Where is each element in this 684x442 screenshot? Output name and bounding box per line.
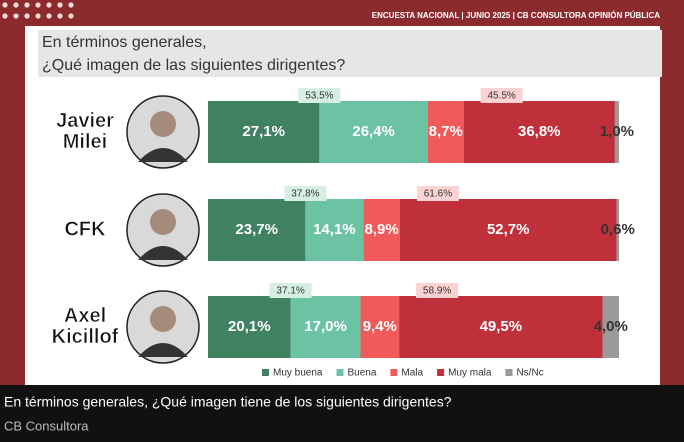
- bar-segment: [360, 296, 400, 358]
- annotation: 45.5%: [487, 91, 515, 102]
- value-label: 4,0%: [594, 318, 628, 335]
- avatar-body: [138, 148, 188, 162]
- annotation-box: [284, 186, 327, 201]
- annotation-box: [298, 88, 341, 103]
- annotation-box: [416, 283, 459, 298]
- legend-label: Muy mala: [448, 368, 492, 379]
- legend-label: Buena: [347, 368, 376, 379]
- value-label: 1,0%: [600, 123, 634, 140]
- bar-segment: [208, 199, 306, 261]
- avatar-body: [138, 246, 188, 260]
- value-label: 26,4%: [352, 123, 395, 140]
- chart-title: En términos generales,: [42, 34, 207, 51]
- value-label: 23,7%: [235, 221, 278, 238]
- title-box: [38, 30, 662, 77]
- caption: En términos generales, ¿Qué imagen tiene…: [4, 394, 452, 410]
- category-label: Axel: [64, 305, 106, 327]
- annotation: 37.1%: [276, 286, 304, 297]
- legend-swatch: [437, 369, 445, 376]
- value-label: 49,5%: [480, 318, 523, 335]
- value-label: 9,4%: [363, 318, 397, 335]
- value-label: 0,6%: [601, 221, 635, 238]
- caption-band: [0, 385, 684, 442]
- bar-segment: [305, 199, 364, 261]
- value-label: 8,7%: [429, 123, 463, 140]
- legend-swatch: [336, 369, 344, 376]
- avatar-head: [150, 111, 176, 137]
- value-label: 36,8%: [518, 123, 561, 140]
- category-label: CFK: [64, 218, 106, 240]
- bar-segment: [208, 101, 320, 163]
- bar-segment: [463, 101, 615, 163]
- legend-label: Muy buena: [273, 368, 323, 379]
- bar-segment: [290, 296, 361, 358]
- bar-segment: [602, 296, 619, 358]
- category-label: Kicillof: [52, 326, 119, 348]
- bar-segment: [614, 101, 619, 163]
- annotation-box: [416, 186, 459, 201]
- chart-title: ¿Qué imagen de las siguientes dirigentes…: [42, 57, 345, 74]
- bar-segment: [427, 101, 464, 163]
- annotation: 61.6%: [424, 189, 452, 200]
- bar-segment: [399, 199, 617, 261]
- annotation: 53.5%: [305, 91, 333, 102]
- annotation: 58.9%: [423, 286, 451, 297]
- annotation-box: [480, 88, 523, 103]
- annotation-box: [269, 283, 312, 298]
- avatar-body: [138, 343, 188, 357]
- bar-segment: [399, 296, 603, 358]
- value-label: 14,1%: [313, 221, 356, 238]
- bar-segment: [363, 199, 400, 261]
- caption-source: CB Consultora: [4, 418, 89, 433]
- value-label: 20,1%: [228, 318, 271, 335]
- value-label: 8,9%: [365, 221, 399, 238]
- value-label: 17,0%: [304, 318, 347, 335]
- bar-segment: [319, 101, 428, 163]
- value-label: 52,7%: [487, 221, 530, 238]
- bar-segment: [616, 199, 619, 261]
- avatar-head: [150, 306, 176, 332]
- legend-swatch: [262, 369, 269, 376]
- legend-label: Mala: [401, 368, 423, 379]
- bar-segment: [208, 296, 291, 358]
- annotation: 37.8%: [291, 189, 319, 200]
- value-label: 27,1%: [242, 123, 285, 140]
- category-label: Milei: [63, 131, 107, 153]
- dots: [0, 0, 76, 22]
- legend-swatch: [505, 369, 513, 376]
- legend-swatch: [390, 369, 398, 376]
- avatar-head: [150, 209, 176, 235]
- header: ENCUESTA NACIONAL | JUNIO 2025 | CB CONS…: [372, 11, 660, 20]
- category-label: Javier: [56, 110, 114, 132]
- legend-label: Ns/Nc: [516, 368, 543, 379]
